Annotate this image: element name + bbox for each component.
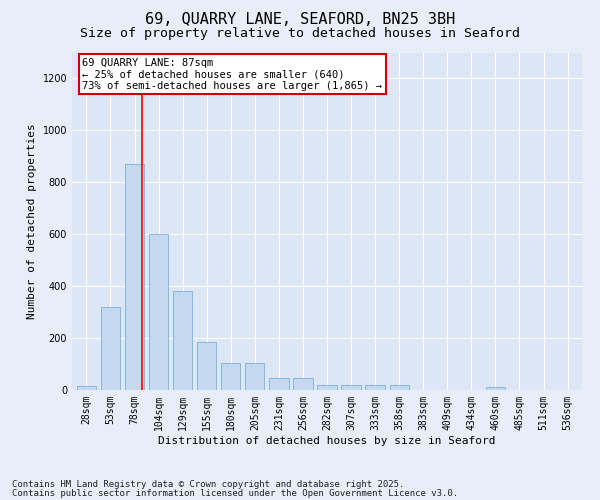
Text: Contains HM Land Registry data © Crown copyright and database right 2025.: Contains HM Land Registry data © Crown c…	[12, 480, 404, 489]
Bar	[197, 342, 217, 390]
X-axis label: Distribution of detached houses by size in Seaford: Distribution of detached houses by size …	[158, 436, 496, 446]
Text: Size of property relative to detached houses in Seaford: Size of property relative to detached ho…	[80, 28, 520, 40]
Text: 69, QUARRY LANE, SEAFORD, BN25 3BH: 69, QUARRY LANE, SEAFORD, BN25 3BH	[145, 12, 455, 28]
Bar	[149, 234, 168, 390]
Text: Contains public sector information licensed under the Open Government Licence v3: Contains public sector information licen…	[12, 488, 458, 498]
Bar	[77, 386, 96, 390]
Bar	[389, 385, 409, 390]
Y-axis label: Number of detached properties: Number of detached properties	[27, 124, 37, 319]
Bar	[341, 386, 361, 390]
Text: 69 QUARRY LANE: 87sqm
← 25% of detached houses are smaller (640)
73% of semi-det: 69 QUARRY LANE: 87sqm ← 25% of detached …	[82, 58, 382, 91]
Bar	[269, 378, 289, 390]
Bar	[365, 386, 385, 390]
Bar	[221, 362, 241, 390]
Bar	[125, 164, 144, 390]
Bar	[101, 307, 120, 390]
Bar	[293, 378, 313, 390]
Bar	[173, 292, 192, 390]
Bar	[486, 387, 505, 390]
Bar	[245, 362, 265, 390]
Bar	[317, 385, 337, 390]
